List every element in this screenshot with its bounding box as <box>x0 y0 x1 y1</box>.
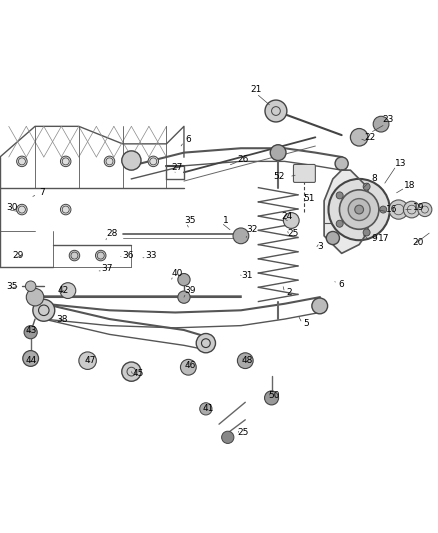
Circle shape <box>196 334 215 353</box>
Circle shape <box>363 229 370 236</box>
Circle shape <box>326 231 339 245</box>
Text: 26: 26 <box>237 155 249 164</box>
Text: 3: 3 <box>317 243 323 251</box>
Text: 52: 52 <box>274 172 285 181</box>
Circle shape <box>60 156 71 167</box>
Text: 45: 45 <box>132 369 144 378</box>
Circle shape <box>104 156 115 167</box>
Circle shape <box>328 179 390 240</box>
Text: 1: 1 <box>223 216 229 225</box>
Text: 17: 17 <box>378 233 389 243</box>
Circle shape <box>60 204 71 215</box>
Circle shape <box>355 205 364 214</box>
Circle shape <box>23 351 39 366</box>
Text: 31: 31 <box>242 271 253 280</box>
Text: 7: 7 <box>39 188 45 197</box>
Text: 40: 40 <box>172 269 183 278</box>
Circle shape <box>24 326 37 339</box>
Circle shape <box>178 273 190 286</box>
Text: 24: 24 <box>281 212 293 221</box>
Text: 8: 8 <box>371 174 378 183</box>
Circle shape <box>180 359 196 375</box>
Text: 33: 33 <box>145 251 157 260</box>
Circle shape <box>69 251 80 261</box>
Text: 9: 9 <box>371 233 378 243</box>
Circle shape <box>418 203 432 216</box>
Circle shape <box>339 190 379 229</box>
Circle shape <box>178 291 190 303</box>
Circle shape <box>17 156 27 167</box>
Text: 50: 50 <box>268 391 279 400</box>
Circle shape <box>389 200 408 219</box>
Text: 18: 18 <box>404 181 415 190</box>
Circle shape <box>222 431 234 443</box>
Text: 42: 42 <box>58 286 69 295</box>
Circle shape <box>380 206 387 213</box>
Circle shape <box>265 391 279 405</box>
Text: 44: 44 <box>26 356 37 365</box>
Circle shape <box>283 213 299 229</box>
Circle shape <box>350 128 368 146</box>
Text: 36: 36 <box>122 251 134 260</box>
Text: 35: 35 <box>7 282 18 290</box>
Circle shape <box>26 288 44 306</box>
Text: 16: 16 <box>386 205 398 214</box>
Text: 35: 35 <box>185 216 196 225</box>
Text: 19: 19 <box>413 203 424 212</box>
Text: 25: 25 <box>237 429 249 438</box>
Circle shape <box>79 352 96 369</box>
Text: 2: 2 <box>286 288 292 297</box>
Circle shape <box>363 183 370 190</box>
Text: 23: 23 <box>382 115 393 124</box>
Circle shape <box>233 228 249 244</box>
Text: 46: 46 <box>185 360 196 369</box>
Text: 51: 51 <box>303 194 314 203</box>
Circle shape <box>348 199 370 221</box>
Circle shape <box>33 300 55 321</box>
Circle shape <box>237 353 253 368</box>
Circle shape <box>373 116 389 132</box>
Text: 20: 20 <box>413 238 424 247</box>
Text: 28: 28 <box>106 229 117 238</box>
Circle shape <box>60 282 76 298</box>
Text: 47: 47 <box>84 356 95 365</box>
Circle shape <box>122 362 141 381</box>
Text: 22: 22 <box>364 133 376 142</box>
Circle shape <box>403 201 420 218</box>
Circle shape <box>336 220 343 227</box>
Circle shape <box>312 298 328 314</box>
Circle shape <box>17 204 27 215</box>
Circle shape <box>95 251 106 261</box>
Circle shape <box>265 100 287 122</box>
Text: 30: 30 <box>7 203 18 212</box>
Text: 5: 5 <box>304 319 310 328</box>
Text: 6: 6 <box>185 135 191 144</box>
Text: 37: 37 <box>102 264 113 273</box>
Text: 48: 48 <box>242 356 253 365</box>
Text: 32: 32 <box>246 225 258 234</box>
Text: 41: 41 <box>202 405 214 414</box>
Text: 43: 43 <box>26 326 37 335</box>
Text: 25: 25 <box>288 229 299 238</box>
Text: 38: 38 <box>57 314 68 324</box>
FancyBboxPatch shape <box>293 165 315 182</box>
Circle shape <box>200 403 212 415</box>
Circle shape <box>148 156 159 167</box>
Polygon shape <box>324 170 368 253</box>
Text: 6: 6 <box>339 279 345 288</box>
Text: 13: 13 <box>395 159 406 168</box>
Text: 21: 21 <box>251 85 262 94</box>
Text: 27: 27 <box>172 164 183 173</box>
Circle shape <box>122 151 141 170</box>
Circle shape <box>336 192 343 199</box>
Circle shape <box>25 281 36 292</box>
Text: 39: 39 <box>185 286 196 295</box>
Circle shape <box>270 145 286 160</box>
Text: 29: 29 <box>13 251 24 260</box>
Circle shape <box>335 157 348 170</box>
